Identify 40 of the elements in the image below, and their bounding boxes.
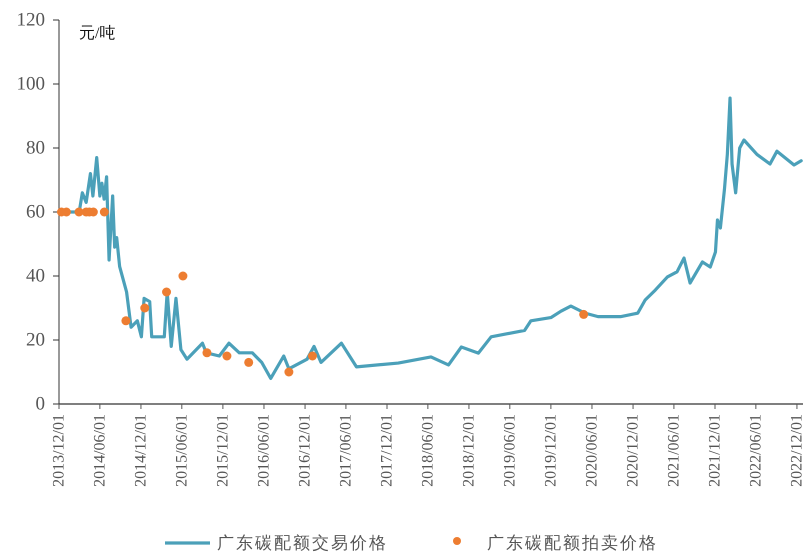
legend-label: 广东碳配额拍卖价格 (487, 534, 658, 552)
point (140, 304, 150, 312)
x-tick-label: 2014/06/01 (91, 414, 108, 487)
x-tick-label: 2014/12/01 (132, 414, 150, 487)
point (308, 352, 317, 360)
point (222, 352, 232, 360)
point (284, 368, 294, 376)
legend-label: 广东碳配额交易价格 (217, 534, 388, 552)
annotation: 元/吨 (79, 24, 116, 42)
x-tick-label: 2017/12/01 (378, 414, 396, 487)
y-tick-label: 20 (26, 330, 45, 350)
point (244, 358, 254, 367)
y-tick-label: 60 (26, 202, 45, 222)
x-tick-label: 2019/12/01 (542, 414, 560, 487)
x-tick-label: 2019/06/01 (501, 414, 518, 487)
x-tick-label: 2017/06/01 (337, 414, 354, 487)
y-tick-label: 40 (26, 266, 45, 286)
y-tick-label: 100 (16, 74, 45, 94)
point (579, 310, 588, 319)
point (121, 316, 130, 326)
x-tick-label: 2016/06/01 (255, 414, 272, 487)
point (178, 272, 188, 280)
x-tick-label: 2013/12/01 (50, 414, 68, 487)
x-tick-label: 2021/12/01 (706, 414, 724, 487)
x-tick-label: 2022/06/01 (747, 414, 764, 487)
x-tick-label: 2018/12/01 (460, 414, 478, 487)
point (202, 348, 212, 358)
y-tick-label: 80 (26, 138, 45, 158)
x-tick-label: 2021/06/01 (665, 414, 682, 487)
x-tick-label: 2018/06/01 (419, 414, 436, 487)
y-tick-label: 120 (16, 10, 45, 30)
x-tick-label: 2020/06/01 (583, 414, 600, 487)
point (100, 208, 109, 216)
point (162, 288, 172, 296)
x-tick-label: 2020/12/01 (624, 414, 642, 487)
y-tick-label: 0 (36, 394, 45, 414)
x-tick-label: 2016/12/01 (296, 414, 314, 487)
x-tick-label: 2015/12/01 (214, 414, 232, 487)
x-tick-label: 2015/06/01 (173, 414, 190, 487)
x-tick-label: 2022/12/01 (788, 414, 806, 487)
